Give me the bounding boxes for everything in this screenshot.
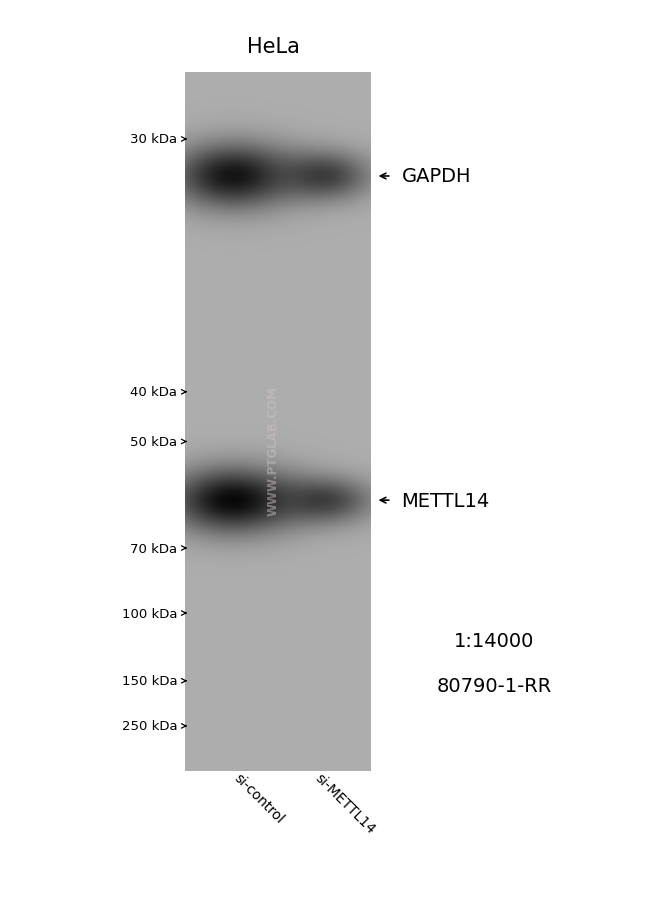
Text: METTL14: METTL14 <box>402 491 489 511</box>
Text: 40 kDa: 40 kDa <box>130 386 177 399</box>
Text: 70 kDa: 70 kDa <box>130 542 177 555</box>
Text: si-METTL14: si-METTL14 <box>312 770 378 836</box>
Text: 100 kDa: 100 kDa <box>122 607 177 620</box>
Text: 1:14000: 1:14000 <box>454 630 534 650</box>
Text: 50 kDa: 50 kDa <box>130 436 177 448</box>
Text: 30 kDa: 30 kDa <box>130 133 177 146</box>
Text: GAPDH: GAPDH <box>402 167 471 187</box>
Text: 150 kDa: 150 kDa <box>122 675 177 687</box>
Text: HeLa: HeLa <box>246 37 300 57</box>
Text: WWW.PTGLAB.COM: WWW.PTGLAB.COM <box>266 386 280 516</box>
Text: si-control: si-control <box>231 770 286 825</box>
Text: 250 kDa: 250 kDa <box>122 720 177 732</box>
Text: 80790-1-RR: 80790-1-RR <box>436 676 552 695</box>
